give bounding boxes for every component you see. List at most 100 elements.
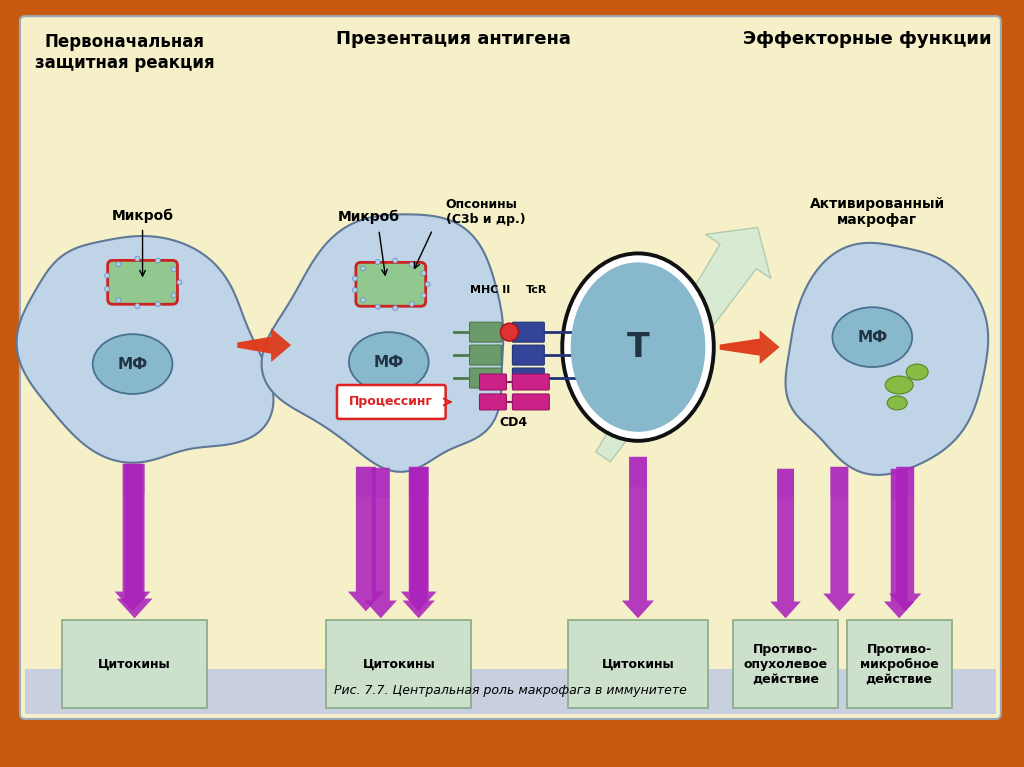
Text: Цитокины: Цитокины [602, 657, 675, 670]
Polygon shape [238, 328, 291, 362]
Polygon shape [365, 468, 397, 618]
Text: Рис. 7.7. Центральная роль макрофага в иммунитете: Рис. 7.7. Центральная роль макрофага в и… [334, 684, 687, 697]
Ellipse shape [570, 262, 706, 432]
Circle shape [104, 287, 110, 291]
Text: Первоначальная
защитная реакция: Первоначальная защитная реакция [35, 33, 214, 72]
FancyBboxPatch shape [847, 621, 951, 708]
Circle shape [425, 281, 430, 287]
Text: МФ: МФ [374, 354, 403, 370]
Text: TcR: TcR [525, 285, 547, 295]
Text: Цитокины: Цитокины [362, 657, 435, 670]
Circle shape [410, 262, 415, 267]
Polygon shape [115, 464, 151, 611]
Circle shape [360, 266, 366, 271]
Circle shape [104, 273, 110, 278]
Polygon shape [402, 468, 435, 618]
Circle shape [360, 298, 366, 303]
FancyBboxPatch shape [470, 345, 502, 365]
Circle shape [177, 280, 182, 285]
Ellipse shape [349, 332, 429, 392]
Circle shape [352, 288, 357, 292]
Text: Противо-
микробное
действие: Противо- микробное действие [860, 643, 939, 686]
FancyBboxPatch shape [356, 262, 426, 306]
FancyBboxPatch shape [512, 374, 549, 390]
Circle shape [135, 304, 140, 308]
Polygon shape [891, 469, 907, 499]
Circle shape [135, 256, 140, 261]
Ellipse shape [906, 364, 928, 380]
Polygon shape [372, 468, 390, 498]
FancyBboxPatch shape [512, 345, 545, 365]
Circle shape [352, 276, 357, 281]
Circle shape [501, 323, 518, 341]
Text: Презентация антигена: Презентация антигена [336, 30, 571, 48]
Circle shape [393, 258, 397, 263]
Polygon shape [823, 467, 855, 611]
Text: Эффекторные функции: Эффекторные функции [743, 30, 991, 48]
Text: CD4: CD4 [500, 416, 527, 429]
FancyBboxPatch shape [479, 374, 507, 390]
Polygon shape [261, 214, 503, 472]
Polygon shape [356, 467, 376, 497]
Text: МФ: МФ [857, 330, 888, 344]
FancyBboxPatch shape [337, 385, 445, 419]
Circle shape [410, 301, 415, 307]
Text: Т: Т [627, 331, 649, 364]
Polygon shape [117, 464, 153, 618]
Polygon shape [125, 464, 144, 494]
Text: МФ: МФ [118, 357, 147, 371]
FancyBboxPatch shape [512, 368, 545, 388]
Polygon shape [777, 469, 794, 499]
Ellipse shape [833, 308, 912, 367]
Circle shape [116, 262, 121, 267]
FancyBboxPatch shape [479, 394, 507, 410]
Circle shape [171, 293, 176, 298]
Polygon shape [889, 467, 922, 611]
Polygon shape [238, 337, 271, 354]
FancyBboxPatch shape [733, 621, 838, 708]
Circle shape [375, 304, 380, 309]
FancyBboxPatch shape [470, 322, 502, 342]
Polygon shape [348, 467, 384, 611]
FancyBboxPatch shape [512, 394, 549, 410]
Circle shape [156, 301, 161, 307]
Text: Активированный
макрофаг: Активированный макрофаг [810, 197, 945, 228]
Circle shape [393, 305, 397, 311]
Polygon shape [720, 339, 760, 356]
Polygon shape [596, 228, 771, 462]
Polygon shape [896, 467, 914, 497]
FancyBboxPatch shape [512, 322, 545, 342]
Circle shape [375, 259, 380, 265]
Polygon shape [622, 457, 654, 618]
Polygon shape [884, 469, 914, 618]
Text: Опсонины
(С3b и др.): Опсонины (С3b и др.) [445, 199, 525, 226]
Polygon shape [720, 330, 779, 364]
Text: Микроб: Микроб [112, 208, 173, 222]
Text: МНС II: МНС II [470, 285, 511, 295]
Polygon shape [410, 468, 428, 498]
Circle shape [156, 258, 161, 263]
Polygon shape [830, 467, 848, 497]
Ellipse shape [886, 376, 913, 394]
Polygon shape [770, 469, 801, 618]
Circle shape [421, 293, 426, 298]
Circle shape [171, 267, 176, 272]
Ellipse shape [887, 396, 907, 410]
FancyBboxPatch shape [19, 16, 1000, 719]
FancyBboxPatch shape [62, 621, 207, 708]
FancyBboxPatch shape [25, 669, 996, 714]
Text: Противо-
опухолевое
действие: Противо- опухолевое действие [743, 643, 827, 686]
Ellipse shape [562, 253, 714, 441]
Polygon shape [400, 467, 436, 611]
Polygon shape [409, 467, 429, 497]
Text: Микроб: Микроб [338, 210, 399, 225]
Circle shape [116, 298, 121, 303]
Polygon shape [123, 464, 142, 494]
Polygon shape [785, 243, 988, 475]
FancyBboxPatch shape [568, 621, 708, 708]
Text: Процессинг: Процессинг [349, 396, 433, 409]
FancyBboxPatch shape [108, 260, 177, 304]
Ellipse shape [93, 334, 172, 394]
Text: Цитокины: Цитокины [98, 657, 171, 670]
Circle shape [421, 271, 426, 275]
